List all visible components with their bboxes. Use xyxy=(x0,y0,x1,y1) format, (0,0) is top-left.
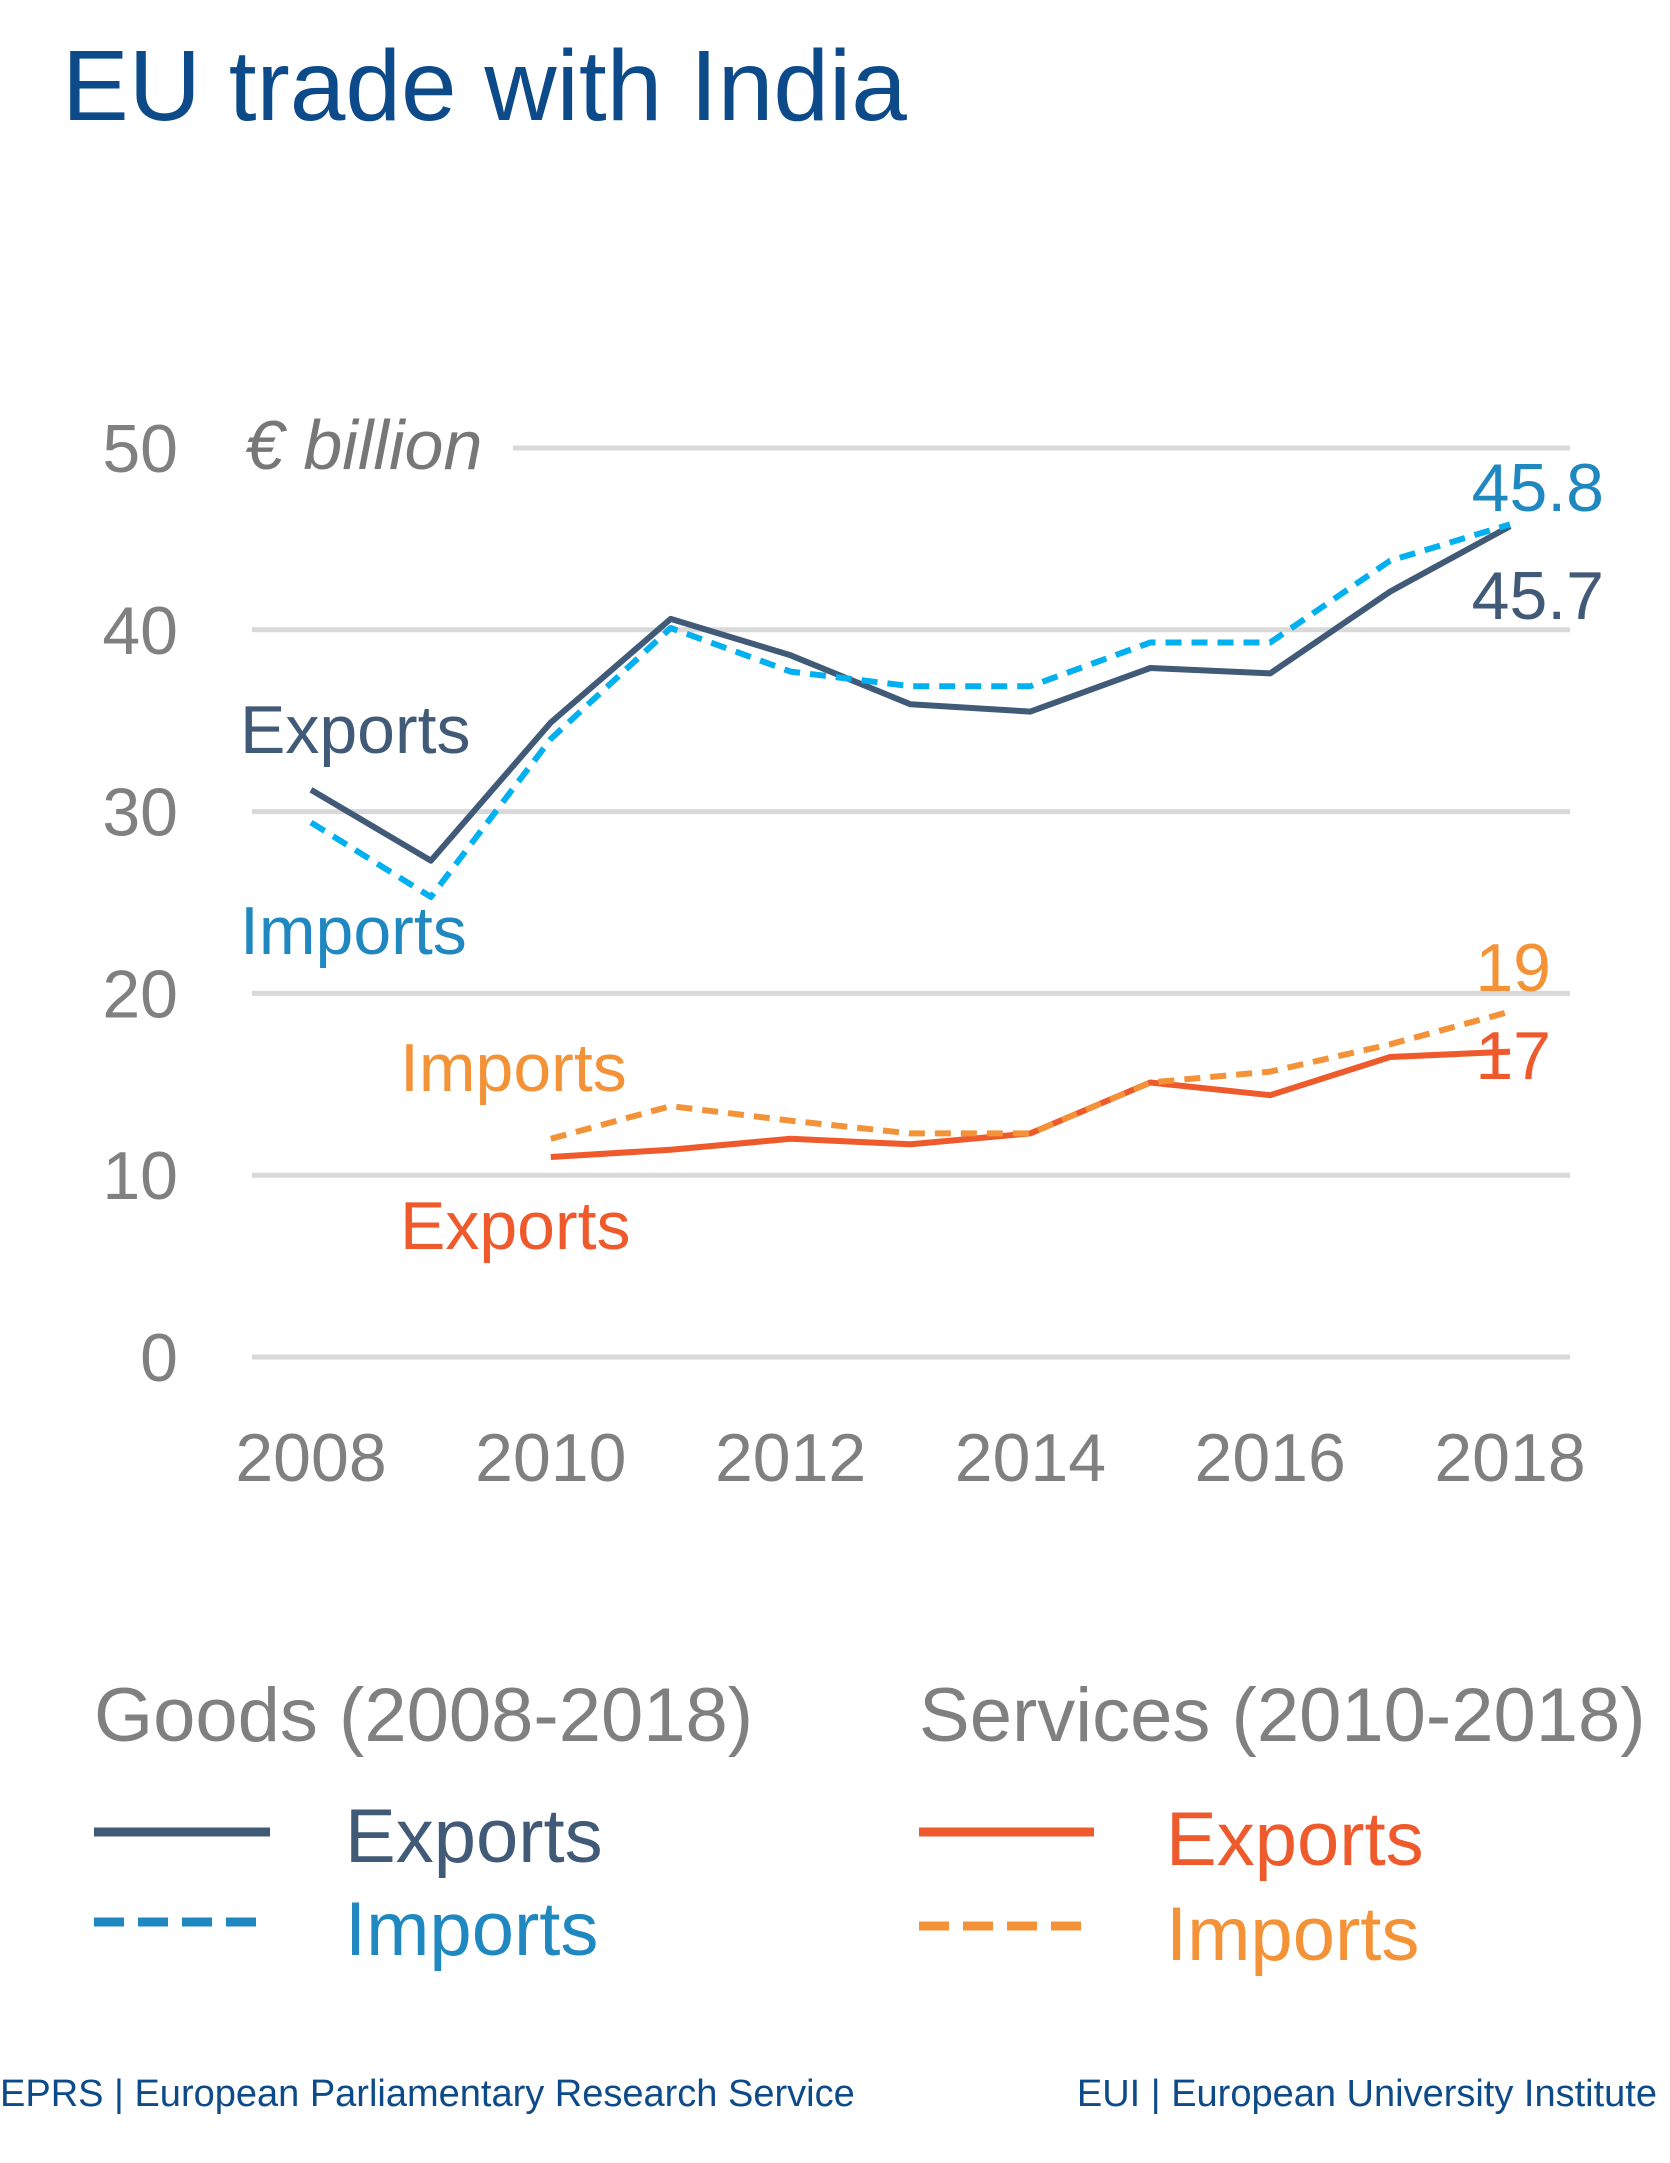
services-exports-inline-label: Exports xyxy=(400,1188,631,1264)
x-tick-label: 2016 xyxy=(1195,1420,1346,1496)
y-tick-labels: 0 10 20 30 40 50 xyxy=(102,411,178,1396)
legend-goods-heading: Goods (2008-2018) xyxy=(94,1673,753,1758)
services-imports-end-label: 19 xyxy=(1475,930,1551,1006)
y-tick-label: 20 xyxy=(102,956,178,1032)
series-lines xyxy=(309,521,1512,1160)
goods-imports-end-label: 45.8 xyxy=(1472,450,1604,526)
services-imports-inline-label: Imports xyxy=(400,1030,627,1106)
legend-goods-exports-label: Exports xyxy=(345,1794,603,1879)
legend-services-exports-label: Exports xyxy=(1166,1797,1424,1882)
legend: Goods (2008-2018) Services (2010-2018) E… xyxy=(94,1673,1646,1977)
y-axis-unit-label: € billion xyxy=(245,406,482,484)
series-line-goods-imports xyxy=(309,521,1511,900)
legend-services-heading: Services (2010-2018) xyxy=(919,1673,1646,1758)
footer-right: EUI | European University Institute xyxy=(1077,2073,1657,2115)
footer-left: EPRS | European Parliamentary Research S… xyxy=(0,2073,855,2115)
chart-title: EU trade with India xyxy=(62,30,907,142)
legend-services-imports-label: Imports xyxy=(1166,1892,1419,1977)
series-line-services-imports xyxy=(550,1008,1511,1142)
series-line-goods-exports xyxy=(309,523,1512,864)
goods-exports-inline-label: Exports xyxy=(240,692,471,768)
series-line-services-exports xyxy=(550,1048,1511,1160)
y-tick-label: 10 xyxy=(102,1138,178,1214)
services-exports-end-label: 17 xyxy=(1475,1018,1551,1094)
x-tick-label: 2012 xyxy=(715,1420,866,1496)
x-tick-labels: 2008 2010 2012 2014 2016 2018 xyxy=(235,1420,1585,1496)
y-tick-label: 50 xyxy=(102,411,178,487)
y-tick-label: 40 xyxy=(102,593,178,669)
x-tick-label: 2008 xyxy=(235,1420,386,1496)
legend-goods-imports-label: Imports xyxy=(345,1887,598,1972)
x-tick-label: 2014 xyxy=(955,1420,1106,1496)
x-tick-label: 2018 xyxy=(1434,1420,1585,1496)
goods-imports-inline-label: Imports xyxy=(240,893,467,969)
goods-exports-end-label: 45.7 xyxy=(1472,558,1604,634)
x-tick-label: 2010 xyxy=(475,1420,626,1496)
y-tick-label: 30 xyxy=(102,775,178,851)
y-tick-label: 0 xyxy=(140,1320,178,1396)
